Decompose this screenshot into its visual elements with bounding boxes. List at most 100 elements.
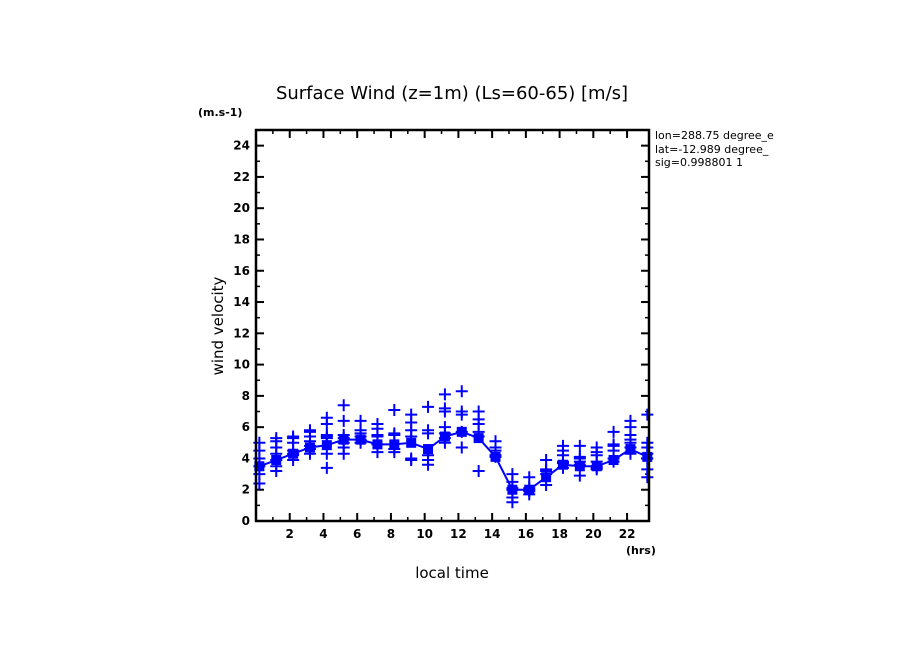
data-point-plus <box>320 411 333 424</box>
x-tick-label: 10 <box>416 527 433 541</box>
data-point-plus <box>624 414 637 427</box>
y-tick-label: 2 <box>242 483 250 497</box>
data-point-plus <box>371 418 384 431</box>
info-sig: sig=0.998801 1 <box>655 156 743 169</box>
x-tick-label: 20 <box>585 527 602 541</box>
data-point-plus <box>388 403 401 416</box>
mean-marker <box>288 448 299 459</box>
x-tick-label: 8 <box>387 527 395 541</box>
mean-marker <box>473 433 484 444</box>
data-point-plus <box>506 468 519 481</box>
y-tick-label: 0 <box>242 514 250 528</box>
data-point-plus <box>556 439 569 452</box>
x-tick-label: 4 <box>319 527 327 541</box>
mean-marker <box>574 461 585 472</box>
data-point-plus <box>320 428 333 441</box>
data-point-plus <box>607 438 620 451</box>
data-point-plus <box>405 408 418 421</box>
data-point-plus <box>438 388 451 401</box>
mean-marker <box>439 431 450 442</box>
data-point-plus <box>523 471 536 484</box>
mean-marker <box>608 455 619 466</box>
mean-marker <box>321 440 332 451</box>
data-point-plus <box>438 421 451 434</box>
x-tick-label: 16 <box>518 527 535 541</box>
mean-marker <box>591 461 602 472</box>
mean-marker <box>254 461 265 472</box>
x-axis-label: local time <box>415 564 489 582</box>
data-point-plus <box>641 463 654 476</box>
data-point-plus <box>337 399 350 412</box>
y-tick-label: 10 <box>233 358 250 372</box>
data-point-plus <box>337 414 350 427</box>
mean-marker <box>389 439 400 450</box>
data-point-plus <box>438 402 451 415</box>
mean-marker <box>490 451 501 462</box>
data-point-plus <box>388 427 401 440</box>
data-point-plus <box>641 408 654 421</box>
data-point-plus <box>573 469 586 482</box>
data-point-plus <box>641 436 654 449</box>
data-point-plus <box>540 454 553 467</box>
mean-marker <box>355 434 366 445</box>
y-tick-label: 8 <box>242 389 250 403</box>
data-point-plus <box>590 441 603 454</box>
mean-marker <box>456 426 467 437</box>
chart-title: Surface Wind (z=1m) (Ls=60-65) [m/s] <box>276 83 628 104</box>
mean-marker <box>406 437 417 448</box>
mean-marker <box>423 444 434 455</box>
data-point-plus <box>455 441 468 454</box>
x-units-label: (hrs) <box>626 544 656 557</box>
mean-marker <box>557 459 568 470</box>
data-point-plus <box>573 439 586 452</box>
y-tick-label: 14 <box>233 295 250 309</box>
data-point-plus <box>455 385 468 398</box>
x-tick-label: 14 <box>484 527 501 541</box>
data-point-plus <box>573 450 586 463</box>
data-point-plus <box>489 435 502 448</box>
x-tick-label: 6 <box>353 527 361 541</box>
data-point-plus <box>422 400 435 413</box>
data-point-plus <box>320 461 333 474</box>
mean-marker <box>524 484 535 495</box>
mean-marker <box>372 439 383 450</box>
y-units-label: (m.s-1) <box>198 106 242 119</box>
x-tick-label: 18 <box>551 527 568 541</box>
y-tick-label: 16 <box>233 264 250 278</box>
y-tick-label: 4 <box>242 451 250 465</box>
data-point-plus <box>472 464 485 477</box>
y-tick-label: 20 <box>233 201 250 215</box>
x-tick-label: 22 <box>619 527 636 541</box>
y-tick-label: 6 <box>242 420 250 434</box>
y-tick-label: 12 <box>233 326 250 340</box>
plot-frame <box>254 128 651 523</box>
mean-marker <box>338 434 349 445</box>
data-point-plus <box>607 425 620 438</box>
x-tick-label: 2 <box>286 527 294 541</box>
data-point-plus <box>422 424 435 437</box>
data-point-plus <box>405 452 418 465</box>
y-tick-label: 18 <box>233 232 250 246</box>
mean-marker <box>541 472 552 483</box>
data-point-plus <box>270 432 283 445</box>
y-tick-label: 24 <box>233 139 250 153</box>
data-point-plus <box>455 405 468 418</box>
y-tick-label: 22 <box>233 170 250 184</box>
data-point-plus <box>354 414 367 427</box>
mean-marker <box>271 455 282 466</box>
info-lat: lat=-12.989 degree_ <box>655 143 769 156</box>
data-marks <box>253 385 654 509</box>
mean-marker <box>507 484 518 495</box>
mean-marker <box>625 444 636 455</box>
data-point-plus <box>287 430 300 443</box>
mean-marker <box>304 442 315 453</box>
y-axis-label: wind velocity <box>209 276 227 375</box>
x-tick-label: 12 <box>450 527 467 541</box>
mean-line <box>259 430 648 491</box>
info-lon: lon=288.75 degree_e <box>655 129 774 142</box>
data-point-plus <box>303 424 316 437</box>
data-point-plus <box>472 405 485 418</box>
